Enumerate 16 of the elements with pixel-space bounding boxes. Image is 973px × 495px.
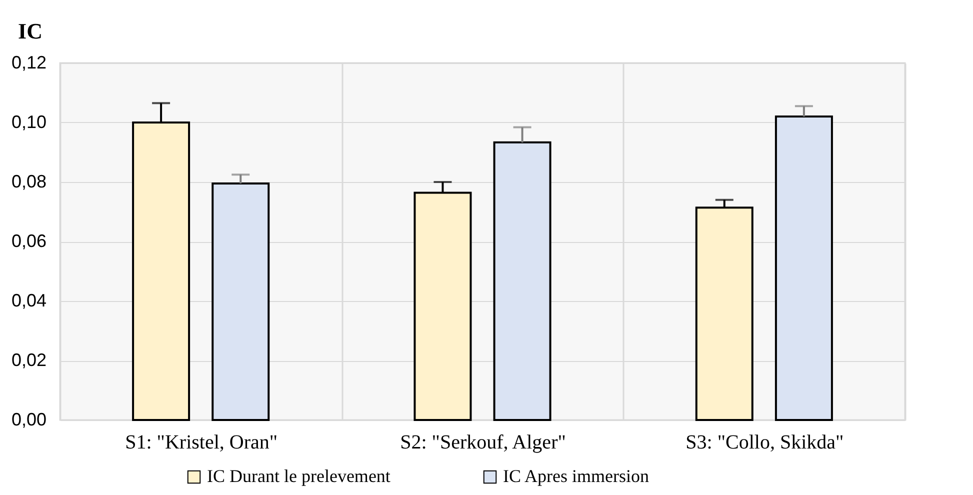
x-tick-label: S3: "Collo, Skikda" (686, 432, 844, 454)
x-tick-label: S2: "Serkouf, Alger" (400, 432, 566, 454)
y-tick-label: 0,04 (11, 290, 46, 310)
bar (212, 182, 270, 421)
x-tick-label: S1: "Kristel, Oran" (125, 432, 278, 454)
y-axis-title: IC (18, 18, 42, 44)
bar (774, 116, 833, 421)
bar (493, 141, 552, 421)
legend-label: IC Durant le prelevement (207, 466, 390, 486)
y-tick-label: 0,02 (11, 350, 46, 370)
y-tick-label: 0,10 (11, 112, 46, 132)
legend-label: IC Apres immersion (503, 466, 649, 486)
y-tick-label: 0,00 (11, 410, 46, 430)
y-tick-label: 0,08 (11, 172, 46, 192)
y-tick-label: 0,12 (11, 52, 46, 72)
y-tick-label: 0,06 (11, 231, 46, 251)
